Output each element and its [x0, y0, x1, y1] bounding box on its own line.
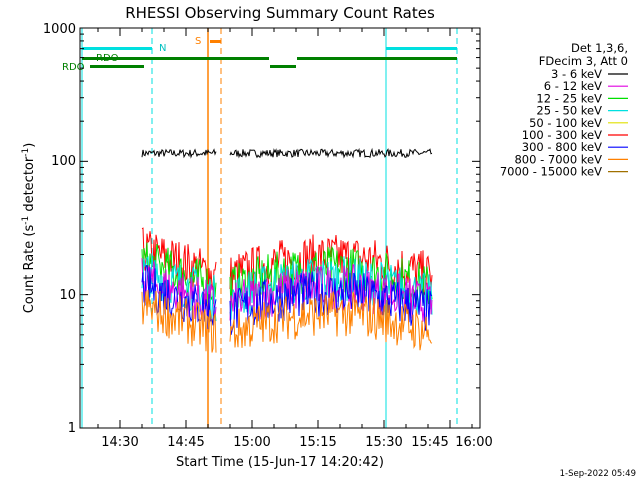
flag-bars — [82, 40, 457, 68]
series-line-800-7000keV — [229, 291, 433, 351]
night-bar-2 — [386, 47, 457, 50]
y-axis-label: Count Rate (s-1 detector-1) — [21, 143, 37, 314]
saa-label: S — [195, 36, 201, 47]
data-series — [141, 147, 433, 353]
series-line-300-800keV — [141, 265, 217, 330]
rdo-low-bar-1 — [90, 65, 144, 68]
series-line-300-800keV — [229, 271, 433, 336]
plot-frame — [79, 27, 481, 429]
series-line-3-6keV — [229, 147, 433, 159]
legend-label: 6 - 12 keV — [544, 79, 602, 93]
series-line-100-300keV — [229, 234, 433, 298]
series-line-800-7000keV — [141, 289, 217, 353]
rdo-bar-2 — [144, 57, 269, 60]
x-axis-label: Start Time (15-Jun-17 14:20:42) — [176, 455, 384, 470]
saa-bar — [210, 40, 221, 43]
night-label: N — [159, 43, 166, 54]
rdo-bar-1 — [82, 57, 144, 60]
legend-label: 100 - 300 keV — [522, 128, 602, 142]
series-line-3-6keV — [141, 148, 217, 159]
legend-label: 12 - 25 keV — [536, 91, 602, 105]
series-line-6-12keV — [141, 258, 217, 320]
rdo-bar-3 — [297, 57, 457, 60]
legend-header-1: Det 1,3,6, — [571, 41, 628, 55]
legend-label: 7000 - 15000 keV — [500, 165, 602, 179]
series-line-100-300keV — [141, 227, 217, 295]
series-line-6-12keV — [229, 263, 433, 328]
y-tick-label: 1000 — [43, 22, 76, 37]
chart-title: RHESSI Observing Summary Count Rates — [125, 4, 435, 22]
legend-label: 300 - 800 keV — [522, 140, 602, 154]
x-tick-label: 14:30 — [101, 435, 138, 450]
x-tick-label: 14:45 — [167, 435, 204, 450]
rdo-low-bar-2 — [270, 65, 296, 68]
render-timestamp: 1-Sep-2022 05:49 — [560, 469, 636, 479]
night-bar-1 — [82, 47, 152, 50]
rdo-label-lower: RDO — [62, 62, 85, 73]
legend-label: 800 - 7000 keV — [514, 152, 602, 166]
y-tick-label: 10 — [59, 288, 76, 303]
axis-ticks — [80, 28, 480, 429]
legend-label: 3 - 6 keV — [551, 67, 602, 81]
rdo-label-upper: RDO — [96, 53, 119, 64]
legend-header-2: FDecim 3, Att 0 — [539, 54, 628, 68]
legend-label: 50 - 100 keV — [529, 116, 602, 130]
y-tick-label: 100 — [51, 154, 76, 169]
y-tick-label: 1 — [68, 421, 76, 436]
x-tick-label: 15:30 — [365, 435, 402, 450]
x-tick-label: 15:45 — [411, 435, 448, 450]
x-tick-label: 15:15 — [299, 435, 336, 450]
x-tick-label: 15:00 — [233, 435, 270, 450]
legend-label: 25 - 50 keV — [536, 104, 602, 118]
x-tick-label: 16:00 — [455, 435, 492, 450]
